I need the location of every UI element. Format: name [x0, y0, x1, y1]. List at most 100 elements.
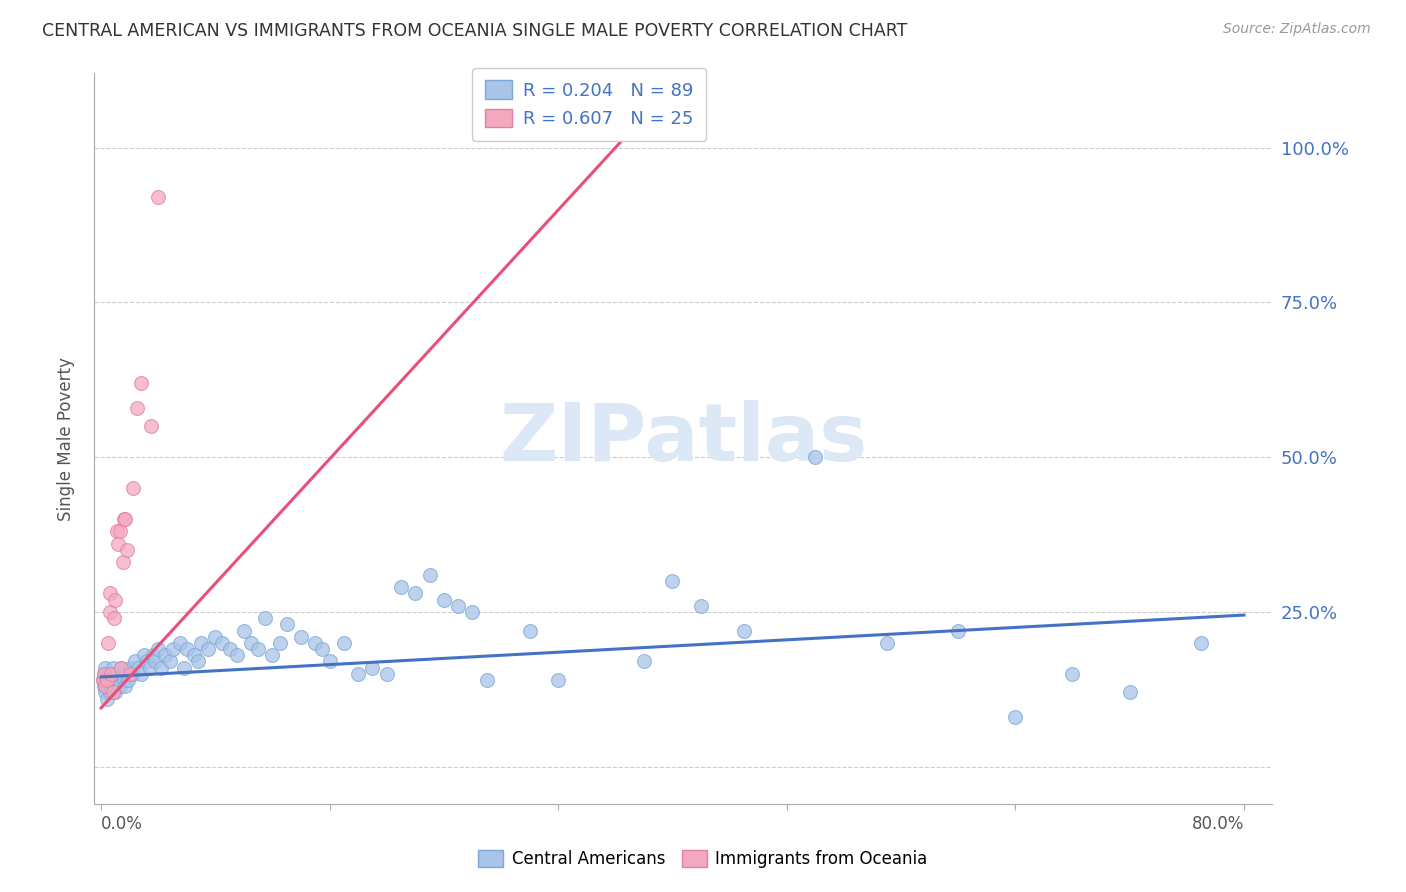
Point — [125, 401, 148, 415]
Point — [204, 630, 226, 644]
Point — [318, 655, 340, 669]
Point — [96, 691, 118, 706]
Point — [1118, 685, 1140, 699]
Point — [876, 636, 898, 650]
Legend: Central Americans, Immigrants from Oceania: Central Americans, Immigrants from Ocean… — [472, 843, 934, 875]
Point — [121, 666, 143, 681]
Point — [98, 685, 121, 699]
Point — [1062, 666, 1084, 681]
Point — [103, 679, 125, 693]
Point — [211, 636, 233, 650]
Point — [733, 624, 755, 638]
Y-axis label: Single Male Poverty: Single Male Poverty — [58, 357, 75, 521]
Point — [94, 685, 117, 699]
Point — [269, 636, 291, 650]
Point — [101, 685, 124, 699]
Point — [461, 605, 484, 619]
Text: 0.0%: 0.0% — [101, 815, 143, 833]
Point — [1189, 636, 1212, 650]
Point — [138, 661, 160, 675]
Point — [187, 655, 209, 669]
Point — [159, 655, 181, 669]
Text: CENTRAL AMERICAN VS IMMIGRANTS FROM OCEANIA SINGLE MALE POVERTY CORRELATION CHAR: CENTRAL AMERICAN VS IMMIGRANTS FROM OCEA… — [42, 22, 907, 40]
Point — [96, 673, 118, 687]
Point — [519, 624, 541, 638]
Point — [240, 636, 263, 650]
Point — [404, 586, 426, 600]
Point — [447, 599, 470, 613]
Point — [112, 512, 135, 526]
Point — [169, 636, 191, 650]
Point — [112, 673, 135, 687]
Point — [110, 661, 132, 675]
Point — [104, 673, 127, 687]
Point — [117, 673, 139, 687]
Point — [98, 673, 121, 687]
Point — [347, 666, 370, 681]
Point — [262, 648, 284, 663]
Point — [143, 655, 166, 669]
Point — [132, 648, 155, 663]
Point — [111, 556, 134, 570]
Point — [91, 673, 114, 687]
Point — [105, 666, 128, 681]
Point — [633, 655, 655, 669]
Point — [333, 636, 356, 650]
Point — [115, 666, 138, 681]
Point — [115, 543, 138, 558]
Point — [290, 630, 312, 644]
Point — [232, 624, 254, 638]
Point — [1004, 710, 1026, 724]
Point — [104, 592, 127, 607]
Point — [254, 611, 277, 625]
Point — [135, 655, 157, 669]
Point — [108, 679, 131, 693]
Point — [94, 679, 117, 693]
Point — [104, 685, 127, 699]
Point — [114, 512, 136, 526]
Point — [100, 679, 122, 693]
Point — [361, 661, 384, 675]
Point — [108, 524, 131, 539]
Point — [197, 642, 219, 657]
Point — [118, 666, 141, 681]
Point — [93, 666, 115, 681]
Point — [129, 666, 152, 681]
Point — [225, 648, 247, 663]
Point — [103, 666, 125, 681]
Point — [96, 673, 118, 687]
Point — [111, 666, 134, 681]
Point — [218, 642, 240, 657]
Point — [127, 661, 149, 675]
Point — [93, 679, 115, 693]
Text: ZIPatlas: ZIPatlas — [499, 400, 868, 477]
Point — [105, 524, 128, 539]
Point — [97, 666, 120, 681]
Point — [114, 679, 136, 693]
Point — [100, 666, 122, 681]
Text: Source: ZipAtlas.com: Source: ZipAtlas.com — [1223, 22, 1371, 37]
Point — [129, 376, 152, 390]
Point — [690, 599, 713, 613]
Point — [183, 648, 205, 663]
Point — [121, 481, 143, 495]
Point — [110, 661, 132, 675]
Point — [98, 605, 121, 619]
Point — [97, 679, 120, 693]
Point — [173, 661, 195, 675]
Point — [475, 673, 498, 687]
Point — [107, 537, 129, 551]
Point — [419, 567, 441, 582]
Point — [276, 617, 298, 632]
Point — [101, 661, 124, 675]
Point — [948, 624, 970, 638]
Point — [148, 642, 170, 657]
Point — [247, 642, 270, 657]
Point — [93, 666, 115, 681]
Point — [311, 642, 333, 657]
Legend: R = 0.204   N = 89, R = 0.607   N = 25: R = 0.204 N = 89, R = 0.607 N = 25 — [472, 68, 706, 141]
Point — [150, 661, 173, 675]
Point — [661, 574, 683, 588]
Point — [141, 648, 163, 663]
Point — [433, 592, 456, 607]
